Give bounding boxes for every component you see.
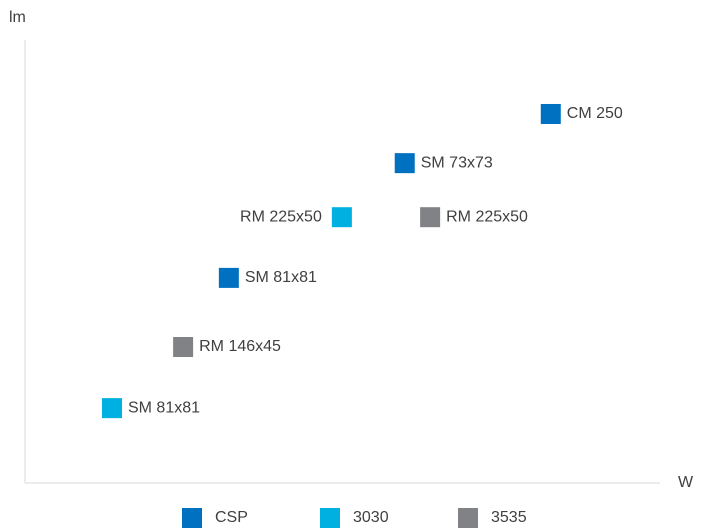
marker: [173, 336, 194, 357]
marker: [218, 267, 239, 288]
legend-label: CSP: [215, 509, 248, 526]
legend-swatch: [182, 508, 202, 528]
point-label: SM 81x81: [128, 399, 200, 416]
marker: [331, 207, 352, 228]
y-axis-label: lm: [9, 9, 26, 26]
marker: [420, 207, 441, 228]
marker: [394, 153, 415, 174]
x-axis-label: W: [678, 474, 694, 491]
legend-swatch: [458, 508, 478, 528]
point-label: CM 250: [567, 105, 623, 122]
point-label: RM 225x50: [446, 208, 528, 225]
marker: [540, 103, 561, 124]
point-label: RM 146x45: [199, 338, 281, 355]
legend-swatch: [320, 508, 340, 528]
legend-label: 3030: [353, 509, 389, 526]
point-label: SM 73x73: [421, 154, 493, 171]
marker: [101, 398, 122, 419]
point-label: SM 81x81: [245, 269, 317, 286]
legend-label: 3535: [491, 509, 527, 526]
point-label: RM 225x50: [240, 208, 322, 225]
